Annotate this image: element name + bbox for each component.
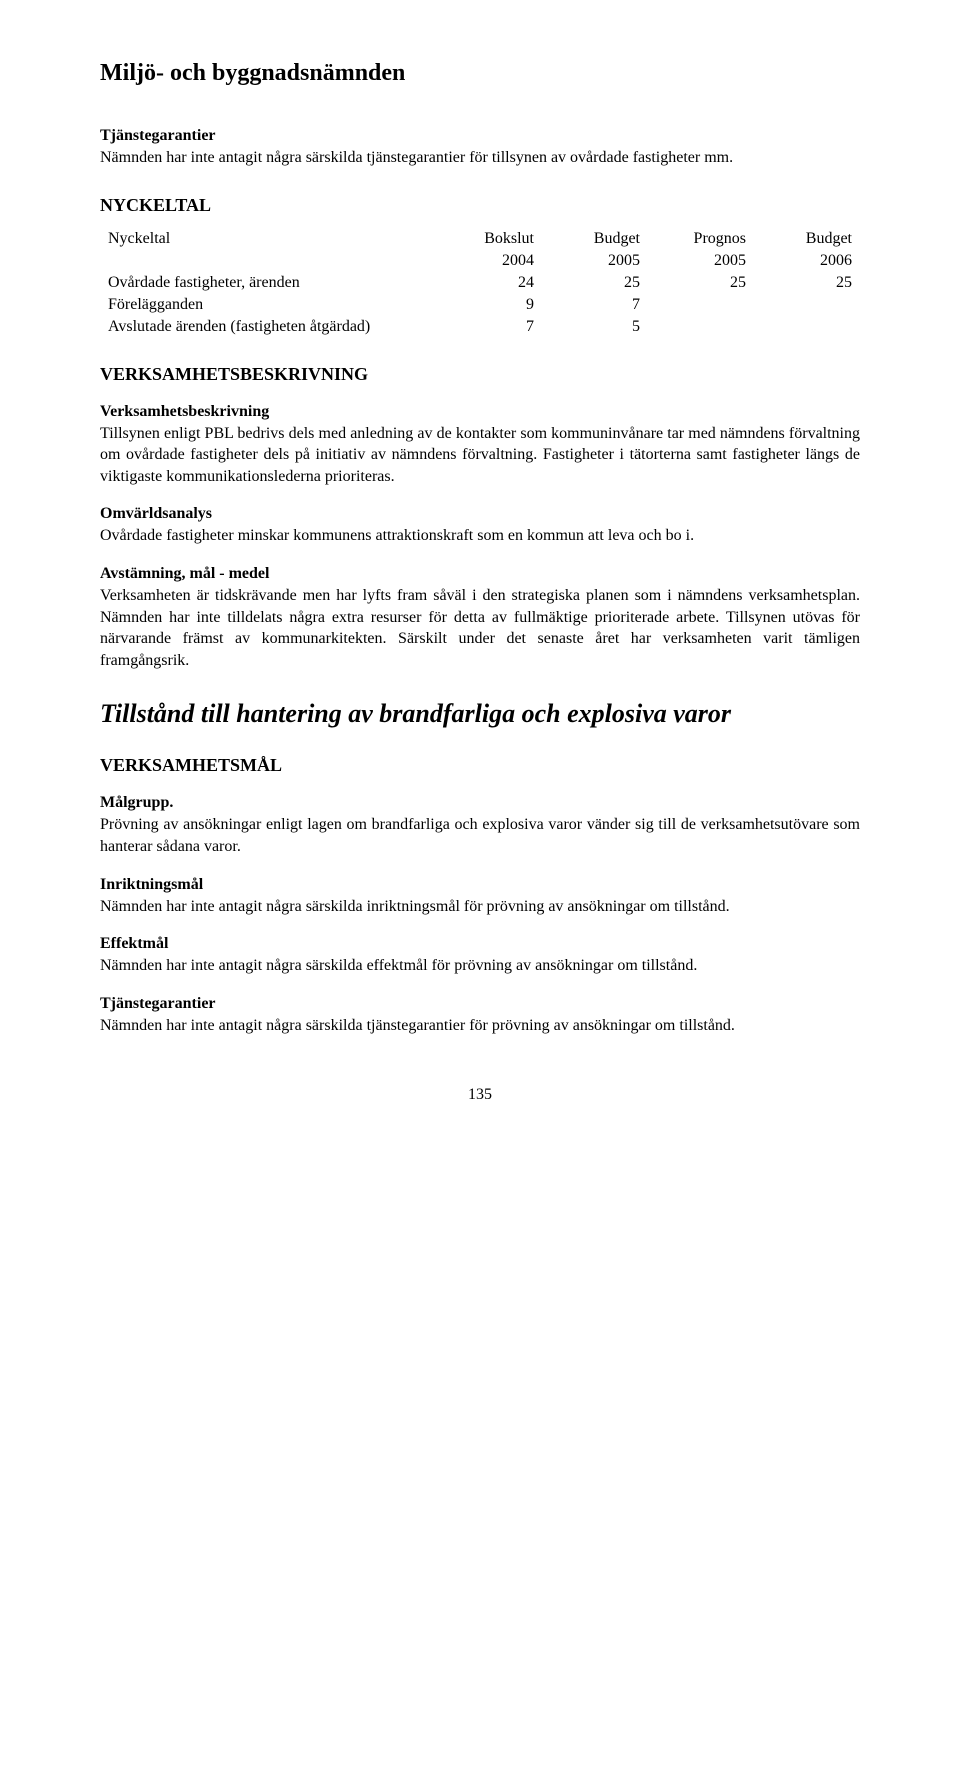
nyckeltal-table: Nyckeltal Bokslut Budget Prognos Budget …	[100, 228, 860, 338]
section-heading-tjanstegarantier: Tjänstegarantier	[100, 127, 860, 145]
section-heading-verksamhetsbeskrivning: VERKSAMHETSBESKRIVNING	[100, 364, 860, 385]
table-cell-value	[648, 294, 754, 316]
body-paragraph: Nämnden har inte antagit några särskilda…	[100, 147, 860, 169]
subsection-heading: Omvärldsanalys	[100, 505, 860, 523]
table-header-year-row: 2004 2005 2005 2006	[100, 250, 860, 272]
table-cell-value	[754, 316, 860, 338]
table-header-label: Nyckeltal	[100, 228, 436, 250]
table-cell-value: 7	[436, 316, 542, 338]
table-row: Förelägganden 9 7	[100, 294, 860, 316]
body-paragraph: Nämnden har inte antagit några särskilda…	[100, 1015, 860, 1037]
body-paragraph: Prövning av ansökningar enligt lagen om …	[100, 814, 860, 857]
table-cell-label: Ovårdade fastigheter, ärenden	[100, 272, 436, 294]
table-header-year: 2004	[436, 250, 542, 272]
table-header-year: 2005	[542, 250, 648, 272]
page-title: Miljö- och byggnadsnämnden	[100, 60, 860, 87]
document-page: Miljö- och byggnadsnämnden Tjänstegarant…	[0, 0, 960, 1144]
body-paragraph: Nämnden har inte antagit några särskilda…	[100, 955, 860, 977]
subsection-heading: Verksamhetsbeskrivning	[100, 403, 860, 421]
section-heading-nyckeltal: NYCKELTAL	[100, 195, 860, 216]
body-paragraph: Tillsynen enligt PBL bedrivs dels med an…	[100, 423, 860, 488]
subsection-heading: Effektmål	[100, 935, 860, 953]
table-row: Ovårdade fastigheter, ärenden 24 25 25 2…	[100, 272, 860, 294]
section-heading-verksamhetsmal: VERKSAMHETSMÅL	[100, 755, 860, 776]
table-cell-value: 25	[542, 272, 648, 294]
table-header-col: Bokslut	[436, 228, 542, 250]
table-header-year: 2005	[648, 250, 754, 272]
table-cell-value	[754, 294, 860, 316]
table-cell-label: Avslutade ärenden (fastigheten åtgärdad)	[100, 316, 436, 338]
table-header-year: 2006	[754, 250, 860, 272]
table-cell-value: 5	[542, 316, 648, 338]
section-title-italic: Tillstånd till hantering av brandfarliga…	[100, 699, 860, 729]
table-cell-value	[648, 316, 754, 338]
subsection-heading: Avstämning, mål - medel	[100, 565, 860, 583]
table-row: Avslutade ärenden (fastigheten åtgärdad)…	[100, 316, 860, 338]
table-cell-value: 25	[754, 272, 860, 294]
body-paragraph: Verksamheten är tidskrävande men har lyf…	[100, 585, 860, 671]
table-cell-value: 7	[542, 294, 648, 316]
subsection-heading: Tjänstegarantier	[100, 995, 860, 1013]
table-cell-value: 24	[436, 272, 542, 294]
subsection-heading: Inriktningsmål	[100, 876, 860, 894]
table-cell-value: 25	[648, 272, 754, 294]
body-paragraph: Nämnden har inte antagit några särskilda…	[100, 896, 860, 918]
table-cell-value: 9	[436, 294, 542, 316]
table-header-col: Budget	[754, 228, 860, 250]
body-paragraph: Ovårdade fastigheter minskar kommunens a…	[100, 525, 860, 547]
table-header-col: Budget	[542, 228, 648, 250]
table-cell-label: Förelägganden	[100, 294, 436, 316]
subsection-heading: Målgrupp.	[100, 794, 860, 812]
table-header-row: Nyckeltal Bokslut Budget Prognos Budget	[100, 228, 860, 250]
table-header-col: Prognos	[648, 228, 754, 250]
page-number: 135	[100, 1086, 860, 1104]
